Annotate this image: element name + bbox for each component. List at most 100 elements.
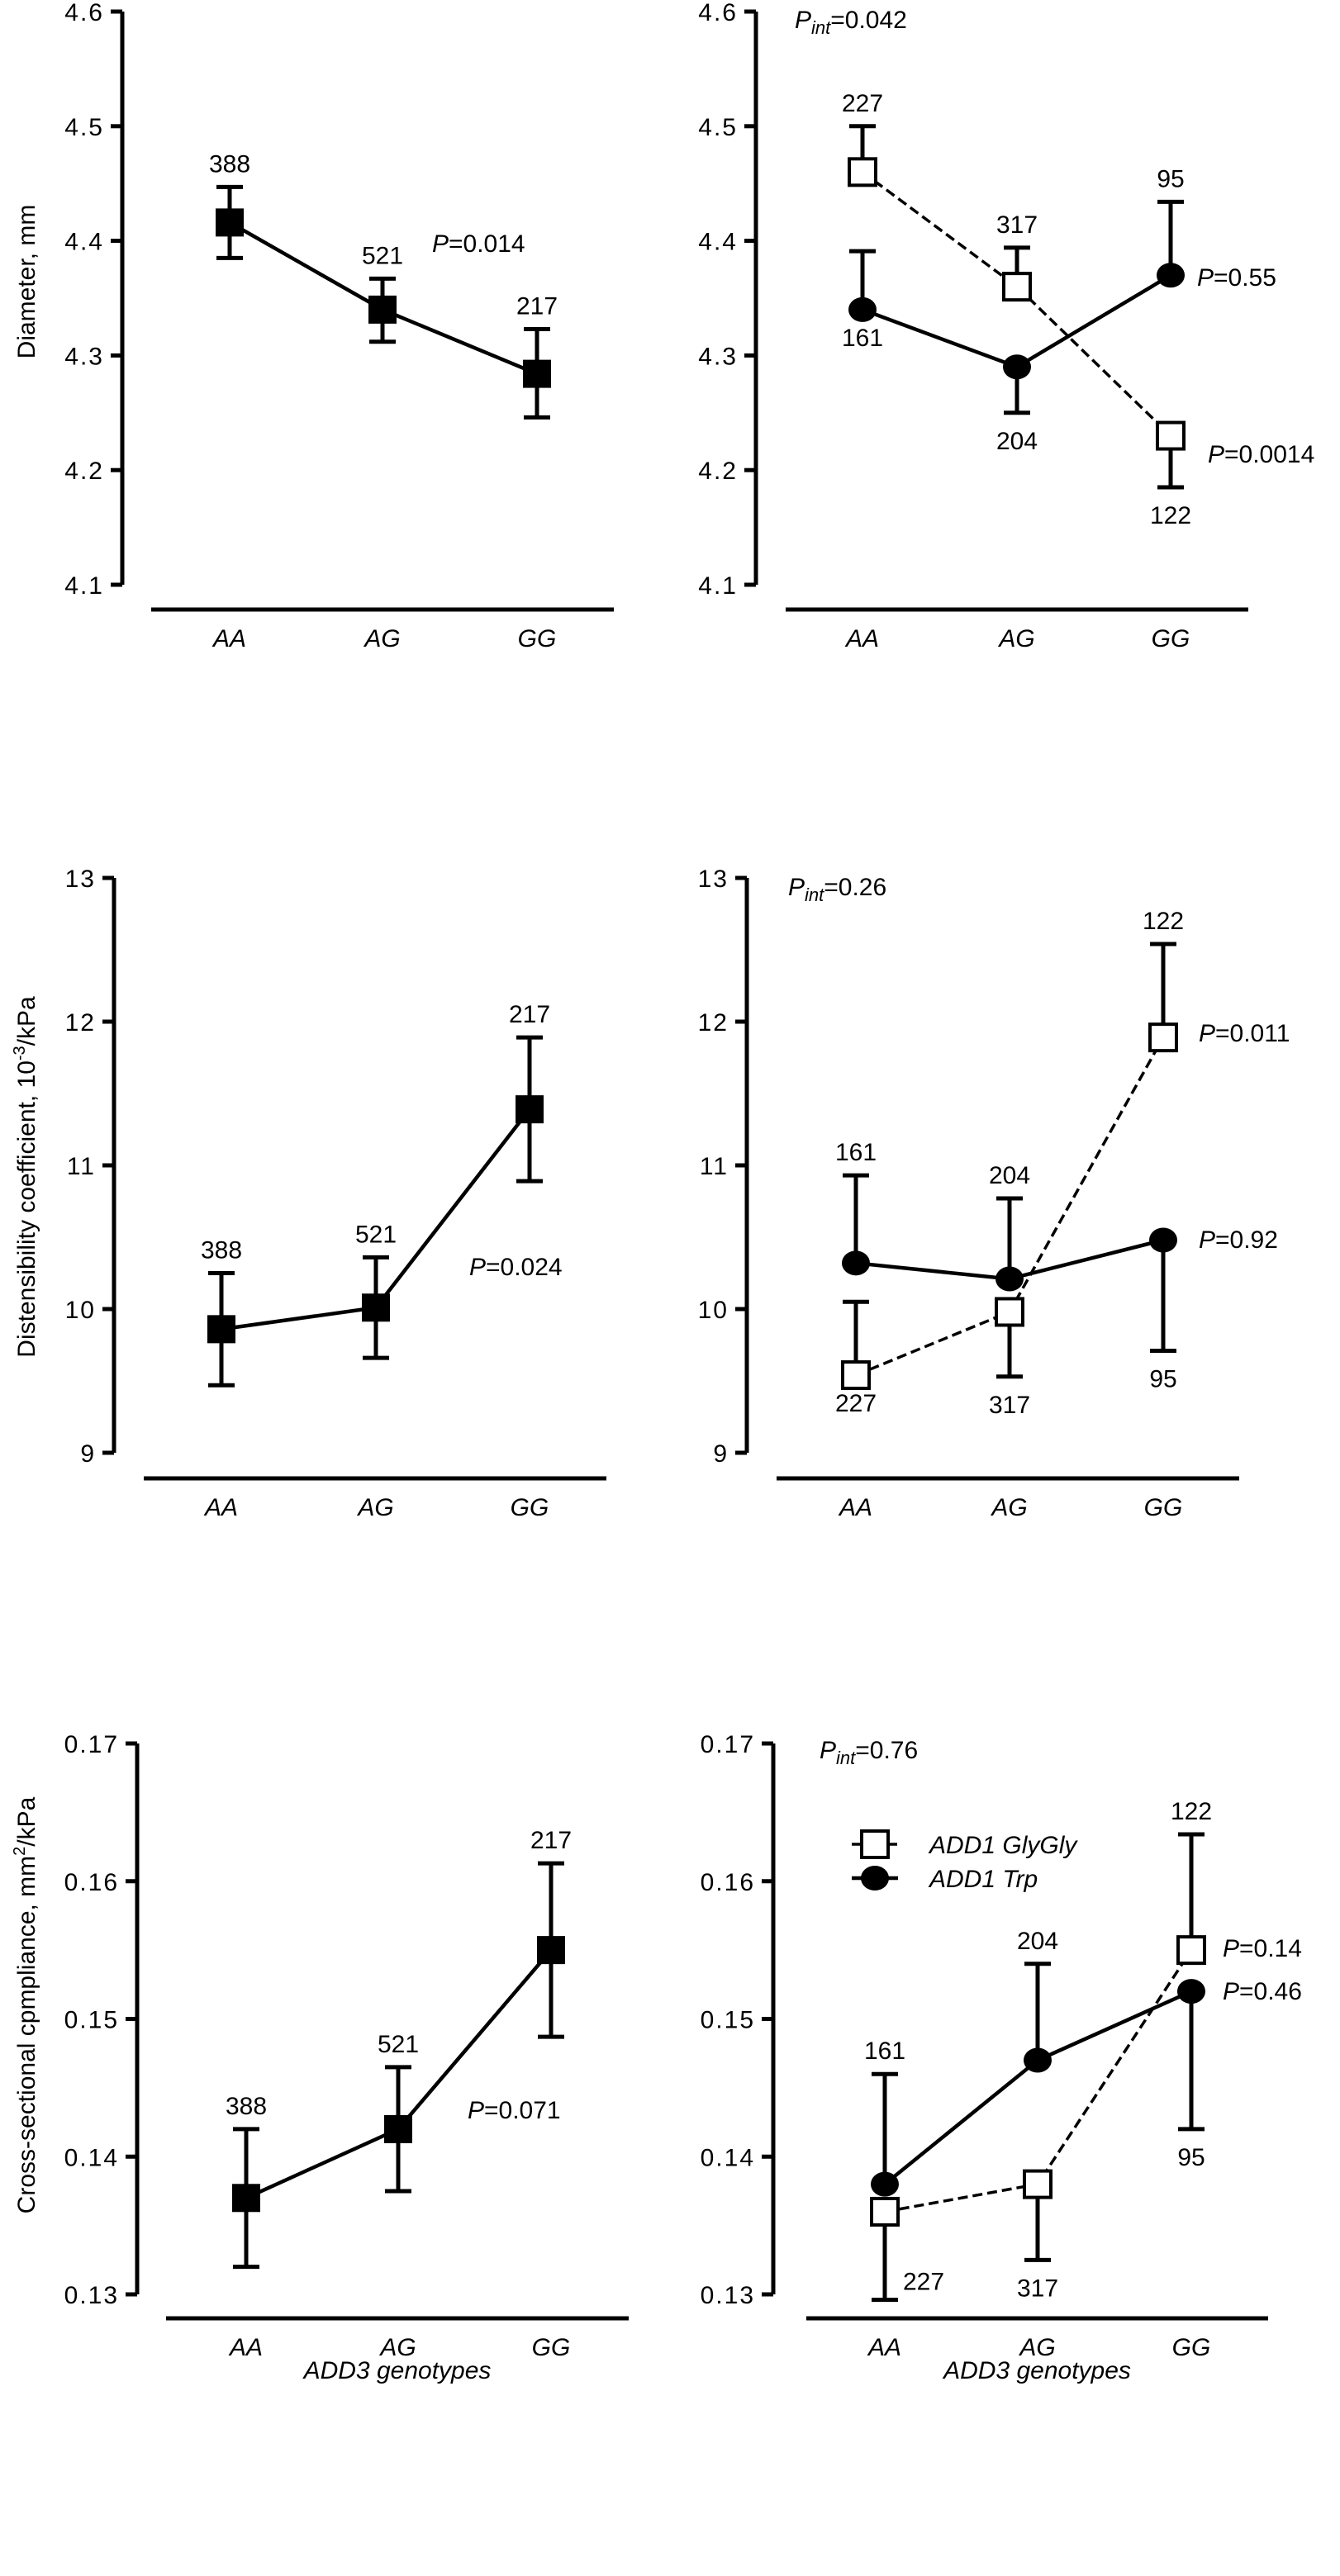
legend-label: ADD1 GlyGly	[928, 1832, 1078, 1859]
series-add1-glygly: 227 317 122	[842, 90, 1191, 529]
x-tick-label: AG	[378, 2334, 416, 2361]
y-tick-label: 13	[65, 866, 96, 893]
p-value-annotation: P=0.024	[469, 1254, 563, 1281]
legend: ADD1 GlyGly ADD1 Trp	[852, 1829, 1078, 1893]
legend-marker-open-square	[860, 1829, 890, 1859]
data-point	[841, 1360, 871, 1391]
data-point	[1148, 1022, 1178, 1053]
sample-size-label: 217	[509, 1001, 550, 1028]
p-symbol: P	[1199, 1020, 1215, 1047]
p-value: =0.071	[484, 2097, 561, 2124]
y-tick-label: 4.2	[698, 458, 738, 485]
sample-size-label: 204	[1017, 1928, 1058, 1955]
sample-size-label: 161	[835, 1139, 877, 1166]
sample-size-label: 95	[1177, 2144, 1205, 2171]
data-point	[848, 297, 877, 322]
x-tick-label: AA	[867, 2334, 901, 2361]
x-tick-label: AA	[844, 625, 879, 652]
y-axis-label-unit: /kPa	[13, 1796, 40, 1846]
sample-size-label: 317	[1017, 2275, 1058, 2302]
sample-size-label: 95	[1149, 1365, 1176, 1392]
panel-2: 4.1 4.2 4.3 4.4 4.5 4.6 AA AG GG 227 317 122 161 204 9…	[698, 0, 1314, 652]
y-tick-label: 4.6	[64, 0, 104, 26]
x-tick-label: AA	[228, 2334, 263, 2361]
y-tick-label: 4.3	[698, 343, 738, 370]
y-tick-label: 4.1	[698, 572, 738, 600]
data-point	[1156, 420, 1186, 451]
p-value-annotation: P=0.014	[432, 230, 525, 258]
legend-label: ADD1 Trp	[928, 1866, 1038, 1893]
p-symbol: P	[1197, 264, 1214, 292]
p-subscript: int	[811, 17, 831, 38]
x-tick-label: GG	[532, 2334, 571, 2361]
series-add1-glygly: 227 317 122	[835, 908, 1184, 1419]
y-tick-label: 0.15	[701, 2007, 755, 2034]
y-tick-label: 4.5	[64, 114, 104, 141]
data-point	[848, 157, 877, 187]
data-point	[537, 1936, 565, 1965]
p-value: =0.042	[830, 7, 907, 34]
y-tick-label: 4.4	[64, 229, 104, 256]
series-add1-glygly: 227 317 122	[870, 1798, 1212, 2302]
y-tick-label: 4.6	[698, 0, 738, 26]
y-axis-label-superscript: 2	[11, 1847, 29, 1856]
p-symbol: P	[469, 1254, 486, 1281]
data-point	[871, 2171, 899, 2197]
x-tick-label: GG	[518, 625, 557, 652]
x-tick-label: GG	[1152, 625, 1190, 652]
p-value: =0.014	[449, 230, 525, 258]
sample-size-label: 122	[1171, 1798, 1212, 1825]
y-axis-label: Diameter, mm	[13, 205, 40, 359]
p-value: =0.46	[1239, 1978, 1302, 2005]
data-point	[1149, 1227, 1177, 1253]
data-point	[870, 2196, 900, 2227]
data-point	[384, 2114, 412, 2143]
p-value-annotation: P=0.011	[1199, 1020, 1290, 1047]
p-value: =0.92	[1215, 1226, 1278, 1254]
x-axis-label: ADD3 genotypes	[302, 2357, 492, 2384]
panel-3: 9 10 11 12 13 AA AG GG Distensibility coefficien…	[11, 866, 606, 1521]
data-point	[523, 359, 551, 388]
p-symbol: P	[468, 2097, 484, 2124]
data-point	[1023, 2169, 1053, 2199]
data-point	[1176, 1935, 1206, 1966]
data-point	[216, 208, 244, 237]
x-tick-label: AA	[838, 1494, 872, 1521]
p-value-annotation: P=0.92	[1199, 1226, 1278, 1254]
series-main: 388 521 217	[201, 1001, 550, 1388]
y-tick-label: 4.2	[64, 458, 104, 485]
data-point	[368, 295, 397, 324]
p-symbol: P	[1208, 441, 1224, 468]
sample-size-label: 388	[226, 2093, 267, 2120]
y-axis-label-superscript: -3	[11, 1046, 29, 1060]
x-tick-label: AA	[211, 625, 246, 652]
p-value-annotation: P=0.55	[1197, 264, 1276, 292]
sample-size-label: 204	[996, 428, 1038, 455]
p-subscript: int	[805, 885, 824, 905]
x-tick-label: AG	[997, 625, 1034, 652]
sample-size-label: 388	[209, 150, 250, 178]
p-value: =0.76	[855, 1737, 918, 1764]
y-tick-label: 0.13	[701, 2282, 755, 2309]
series-add1-trp: 161 204 95	[864, 1928, 1205, 2197]
y-tick-label: 10	[65, 1297, 96, 1324]
interaction-p-value: Pint=0.76	[820, 1737, 918, 1768]
data-point	[842, 1250, 870, 1276]
data-point	[232, 2184, 260, 2213]
legend-marker-filled-circle	[861, 1866, 889, 1890]
sample-size-label: 122	[1143, 908, 1184, 935]
x-axis-label: ADD3 genotypes	[942, 2357, 1131, 2384]
data-point	[995, 1266, 1024, 1292]
y-tick-label: 4.5	[698, 114, 738, 141]
y-tick-label: 0.16	[64, 1869, 119, 1896]
p-value: =0.024	[486, 1254, 563, 1281]
y-tick-label: 0.13	[64, 2282, 119, 2309]
data-point	[1003, 354, 1031, 380]
p-symbol: P	[795, 7, 811, 34]
x-tick-label: AA	[203, 1494, 238, 1521]
y-tick-label: 0.17	[701, 1731, 755, 1758]
sample-size-label: 161	[864, 2038, 905, 2065]
p-value-annotation: P=0.071	[468, 2097, 561, 2124]
sample-size-label: 521	[355, 1221, 397, 1248]
